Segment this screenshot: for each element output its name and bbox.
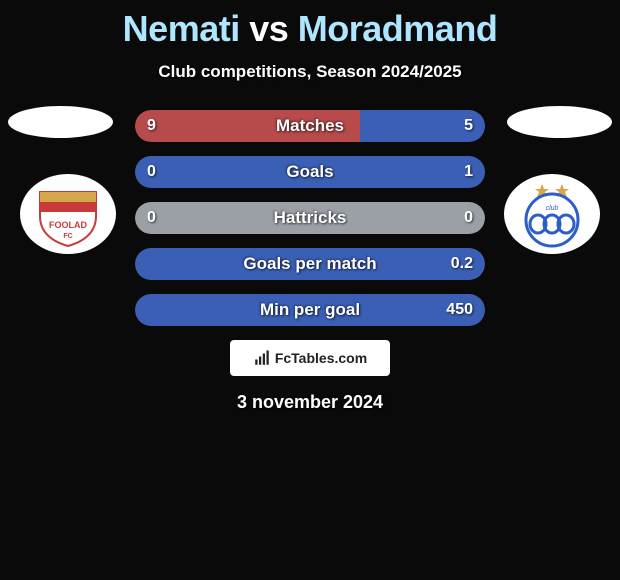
stat-value-left: 0 [147,156,156,188]
club-logo-left: FOOLAD FC [18,172,118,257]
watermark-text: FcTables.com [275,350,367,366]
watermark: FcTables.com [230,340,390,376]
chart-area: FOOLAD FC club Matches95Goals01Hattricks… [0,110,620,326]
stat-value-left: 9 [147,110,156,142]
date-text: 3 november 2024 [0,392,620,413]
comparison-title: Nemati vs Moradmand [0,0,620,50]
stat-value-right: 1 [464,156,473,188]
stat-value-left: 0 [147,202,156,234]
vs-text: vs [249,8,288,49]
subtitle-text: Club competitions, Season 2024/2025 [0,62,620,82]
stat-value-right: 5 [464,110,473,142]
stat-label: Hattricks [135,202,485,234]
stat-row: Goals0 1 [135,156,485,188]
club-logo-right: club [502,172,602,257]
stat-row: Min per goal450 [135,294,485,326]
stat-value-right: 0.2 [451,248,473,280]
player1-silhouette [8,106,113,138]
stat-value-right: 0 [464,202,473,234]
stat-label: Goals [135,156,485,188]
chart-icon [253,349,271,367]
svg-text:club: club [546,205,559,212]
svg-text:FOOLAD: FOOLAD [49,220,87,230]
stat-row: Hattricks0 0 [135,202,485,234]
stat-label: Min per goal [135,294,485,326]
player2-name: Moradmand [298,8,498,49]
stat-rows: Matches95Goals01Hattricks00Goals per mat… [135,110,485,326]
player1-name: Nemati [123,8,240,49]
stat-label: Goals per match [135,248,485,280]
player2-silhouette [507,106,612,138]
stat-row: Matches9 5 [135,110,485,142]
stat-value-right: 450 [446,294,473,326]
stat-row: Goals per match0.2 [135,248,485,280]
svg-text:FC: FC [63,233,72,240]
stat-label: Matches [135,110,485,142]
